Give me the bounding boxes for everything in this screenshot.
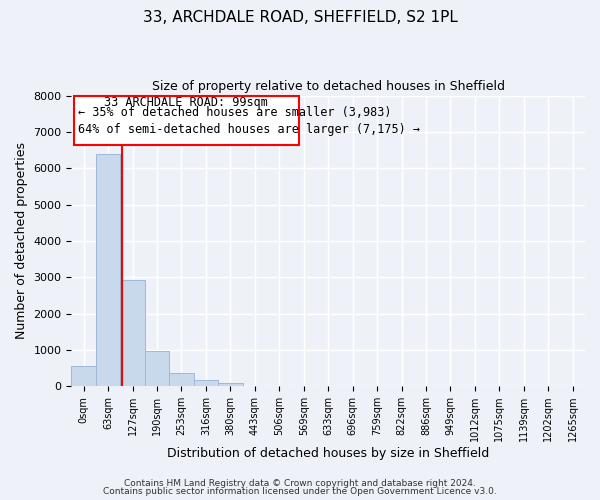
Title: Size of property relative to detached houses in Sheffield: Size of property relative to detached ho… xyxy=(152,80,505,93)
Bar xyxy=(71,366,96,386)
Text: 33, ARCHDALE ROAD, SHEFFIELD, S2 1PL: 33, ARCHDALE ROAD, SHEFFIELD, S2 1PL xyxy=(143,10,457,25)
Text: 33 ARCHDALE ROAD: 99sqm: 33 ARCHDALE ROAD: 99sqm xyxy=(104,96,268,108)
Bar xyxy=(121,280,145,386)
Text: ← 35% of detached houses are smaller (3,983): ← 35% of detached houses are smaller (3,… xyxy=(77,106,391,119)
Bar xyxy=(96,154,121,386)
Y-axis label: Number of detached properties: Number of detached properties xyxy=(15,142,28,340)
Bar xyxy=(169,372,194,386)
Text: 64% of semi-detached houses are larger (7,175) →: 64% of semi-detached houses are larger (… xyxy=(77,123,419,136)
Bar xyxy=(218,384,242,386)
Bar xyxy=(194,380,218,386)
Text: Contains public sector information licensed under the Open Government Licence v3: Contains public sector information licen… xyxy=(103,487,497,496)
FancyBboxPatch shape xyxy=(74,96,299,146)
Bar xyxy=(145,351,169,386)
X-axis label: Distribution of detached houses by size in Sheffield: Distribution of detached houses by size … xyxy=(167,447,490,460)
Text: Contains HM Land Registry data © Crown copyright and database right 2024.: Contains HM Land Registry data © Crown c… xyxy=(124,478,476,488)
